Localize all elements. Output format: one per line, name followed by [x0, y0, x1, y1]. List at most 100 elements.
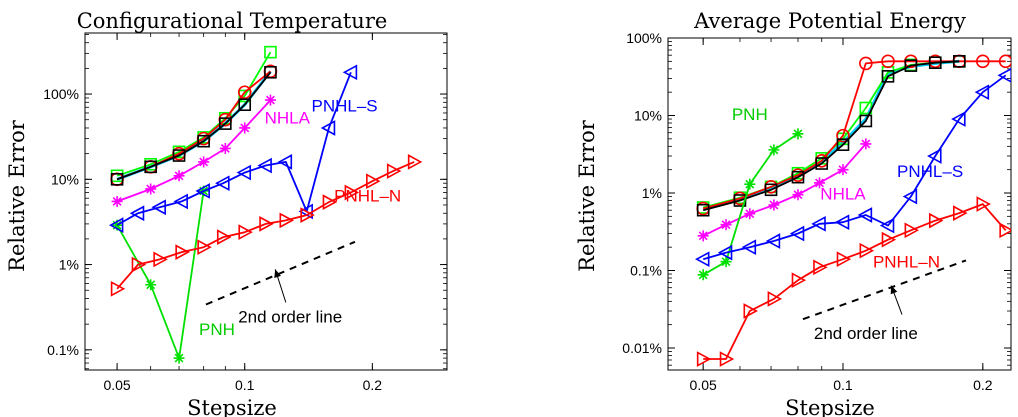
series-000000-3-point: [219, 117, 232, 130]
series-pnhl-n-line: [116, 161, 415, 290]
x-tick-label: 0.2: [973, 377, 993, 393]
series-pnhl-n-point: [719, 351, 735, 367]
x-tick-label: 0.05: [103, 377, 130, 393]
x-tick-label: 0.2: [363, 377, 383, 393]
series-pnhl-s-point: [857, 207, 873, 223]
series-000000-3-point: [696, 203, 710, 217]
series-pnh: [697, 128, 804, 281]
y-tick-label: 0.01%: [622, 340, 662, 356]
series-pnhl-s-point: [195, 183, 210, 199]
series-pnhl-s-point: [108, 217, 124, 233]
series-pnhl-s-point: [129, 205, 145, 222]
series-000000-3-point: [764, 183, 778, 197]
series-pnhl-n-point: [322, 194, 338, 210]
series-ff0000-2-point: [976, 54, 990, 69]
series-pnhl-n-point: [386, 163, 402, 179]
series-pnhl-n-point: [216, 229, 232, 245]
series-pnhl-s: [694, 67, 1011, 268]
series-pnhl-n-point: [999, 222, 1011, 239]
series-pnhl-s-point: [257, 157, 272, 174]
series-pnhl-n-point: [279, 212, 294, 229]
series-pnhl-n-point: [904, 222, 920, 239]
series-nhla-point: [198, 156, 210, 168]
series-pnhl-n-point: [953, 205, 968, 221]
series-pnhl-n-point: [743, 303, 758, 319]
series-000000-3-point: [815, 157, 829, 170]
series-000000-3: [110, 65, 277, 186]
series-000000-3-point: [264, 65, 277, 79]
series-pnhl-s-line: [116, 71, 352, 226]
series-pnhl-s-point: [320, 120, 336, 136]
series-000000-3-point: [859, 114, 873, 128]
series-000000-3-point: [836, 138, 850, 151]
second-order-reference-line: [802, 259, 967, 321]
series-ff0000-2-point: [881, 54, 895, 69]
annotation-arrow-head: [890, 285, 898, 295]
y-tick-label: 100%: [43, 86, 79, 102]
series-pnhl-s-point: [277, 154, 293, 170]
series-pnhl-n-point: [153, 251, 168, 268]
series-nhla: [697, 138, 872, 242]
series-pnhl-s-point: [694, 251, 710, 268]
annotation-label-pnhl-n: PNHL–N: [873, 252, 940, 271]
series-pnhl-s-point: [717, 244, 733, 261]
y-tick-label: 0.1%: [47, 342, 79, 358]
series-000000-3-point: [172, 149, 186, 162]
series-nhla: [111, 94, 276, 207]
series-00ff00-1: [110, 45, 277, 183]
series-pnhl-s-point: [789, 225, 805, 242]
annotation-label-pnhl-n: PNHL–N: [334, 186, 401, 205]
x-tick-label: 0.1: [833, 377, 853, 393]
series-nhla-point: [145, 183, 157, 195]
series-pnhl-n-point: [813, 259, 828, 276]
x-tick-label: 0.05: [690, 377, 717, 393]
series-pnhl-n-point: [767, 291, 783, 307]
series-pnhl-n-point: [300, 207, 315, 223]
series-pnhl-n: [110, 154, 423, 297]
series-pnhl-n-point: [238, 224, 253, 240]
series-pnhl-n-point: [197, 239, 212, 256]
y-axis-label: Relative Error: [5, 119, 29, 272]
annotation-label-pnhl-s: PNHL–S: [897, 162, 963, 181]
series-nhla-point: [264, 94, 276, 106]
series-pnhl-s-point: [173, 193, 188, 210]
series-pnh-point: [145, 279, 157, 291]
series-pnhl-s-point: [879, 217, 895, 234]
annotation-label-nhla: NHLA: [820, 185, 866, 204]
series-pnhl-s-point: [811, 215, 826, 232]
series-pnhl-n-point: [976, 196, 991, 212]
series-000000-3-point: [197, 134, 210, 148]
series-pnhl-n-point: [344, 184, 360, 201]
series-pnhl-n-point: [791, 272, 807, 289]
series-nhla-point: [239, 122, 251, 134]
series-pnhl-s-point: [151, 199, 166, 216]
series-pnhl-s-point: [927, 148, 942, 164]
chart-title: Configurational Temperature: [77, 9, 388, 33]
series-000000-3: [696, 55, 966, 217]
series-pnhl-s-point: [215, 175, 230, 192]
series-pnhl-n-point: [881, 231, 897, 248]
annotation-label-pnh: PNH: [199, 320, 235, 339]
chart-configurational-temperature: Configurational Temperature Stepsize Rel…: [5, 9, 448, 417]
series-pnh-point: [744, 178, 756, 190]
x-axis-label: Stepsize: [785, 396, 875, 417]
series-nhla-point: [813, 177, 825, 189]
second-order-reference-line: [205, 240, 356, 306]
series-pnhl-s-point: [974, 84, 990, 101]
series-000000-3-point: [791, 170, 805, 184]
series-ff0000-2-point: [237, 85, 252, 100]
series-000000-3-point: [144, 160, 157, 174]
series-pnhl-s-line: [702, 74, 1007, 261]
chart-title: Average Potential Energy: [693, 9, 966, 33]
annotation-label-nhla: NHLA: [265, 109, 311, 128]
annotation-label-pnh: PNH: [732, 105, 768, 124]
y-tick-label: 100%: [626, 30, 662, 46]
data-area: [108, 45, 423, 364]
series-pnhl-s-point: [997, 67, 1011, 83]
chart-average-potential-energy: Average Potential Energy Stepsize Relati…: [575, 9, 1012, 417]
series-pnh-point: [173, 352, 185, 364]
series-nhla-point: [173, 170, 185, 182]
series-nhla-point: [697, 230, 709, 242]
series-00ff00-1-line: [116, 51, 272, 177]
series-000000-3-point: [881, 70, 895, 83]
